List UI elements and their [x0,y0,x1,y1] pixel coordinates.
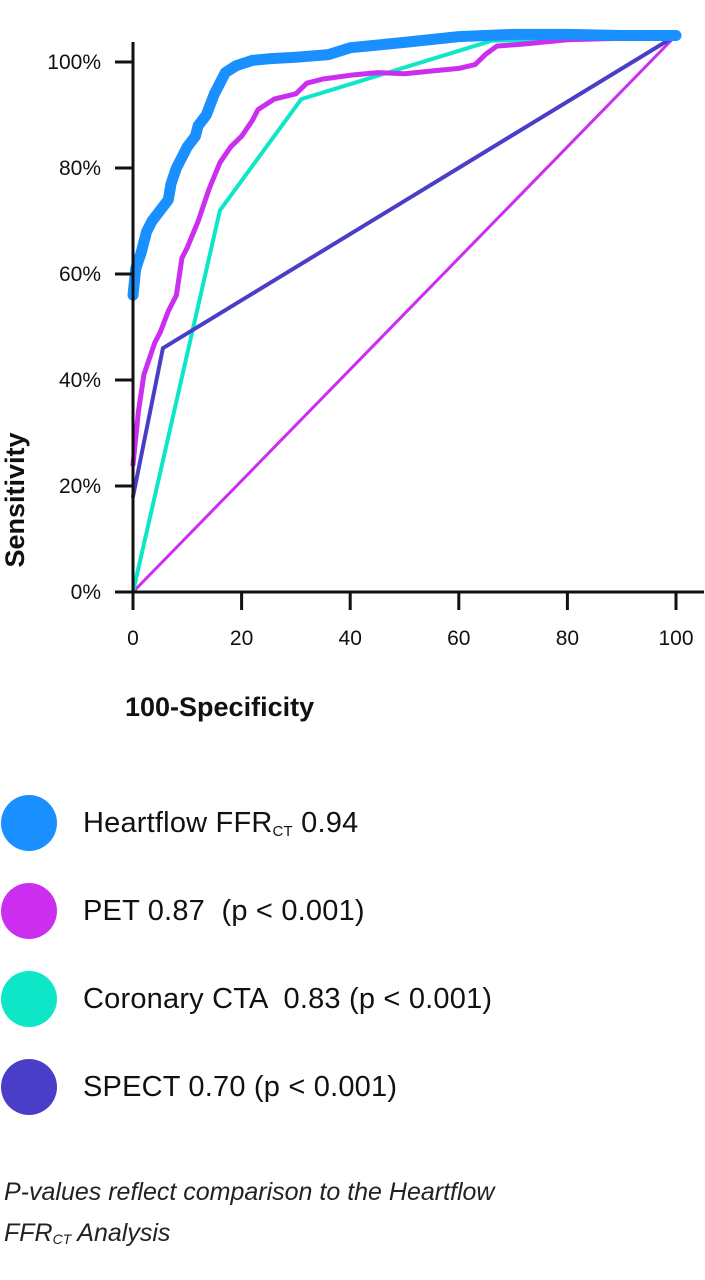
legend-label-spect: SPECT 0.70 (p < 0.001) [83,1071,398,1103]
y-tick-label: 80% [59,157,101,180]
series-spect-line [131,33,678,499]
legend-swatch-heartflow [1,795,57,851]
x-tick-label: 60 [447,627,470,650]
x-tick-label: 40 [339,627,362,650]
tick-labels: 0% 20% 40% 60% 80% 100% 0 20 40 60 80 100 [47,51,693,650]
legend-label-pet: PET 0.87 (p < 0.001) [83,895,365,927]
x-tick-label: 0 [127,627,139,650]
legend-swatch-spect [1,1059,57,1115]
series-pet-line [130,33,679,468]
y-tick-label: 20% [59,475,101,498]
reference-diagonal-line [131,34,678,594]
x-tick-label: 20 [230,627,253,650]
y-tick-label: 100% [47,51,101,74]
legend-item-pet: PET 0.87 (p < 0.001) [0,880,705,940]
x-tick-label: 80 [556,627,579,650]
x-tick-label: 100 [658,627,693,650]
y-tick-label: 40% [59,369,101,392]
y-tick-label: 0% [71,581,101,604]
legend-swatch-pet [1,883,57,939]
footnote: P-values reflect comparison to the Heart… [4,1172,684,1254]
plot-lines [127,28,682,594]
series-heartflow-line [127,28,682,301]
roc-chart: 0% 20% 40% 60% 80% 100% 0 20 40 60 80 100 Sensitivi… [0,28,704,722]
legend-label-heartflow: Heartflow FFRCT 0.94 [83,807,359,840]
x-axis-title: 100-Specificity [125,692,314,722]
footnote-line-1: P-values reflect comparison to the Heart… [4,1178,495,1206]
legend-label-coronary-cta: Coronary CTA 0.83 (p < 0.001) [83,983,493,1015]
legend-item-heartflow: Heartflow FFRCT 0.94 [0,792,705,852]
footnote-line-2: FFRCT Analysis [4,1219,171,1247]
legend-item-spect: SPECT 0.70 (p < 0.001) [0,1056,705,1116]
y-axis-title: Sensitivity [0,432,30,567]
legend-item-coronary-cta: Coronary CTA 0.83 (p < 0.001) [0,968,705,1028]
legend-swatch-coronary-cta [1,971,57,1027]
axes [115,42,704,610]
y-tick-label: 60% [59,263,101,286]
